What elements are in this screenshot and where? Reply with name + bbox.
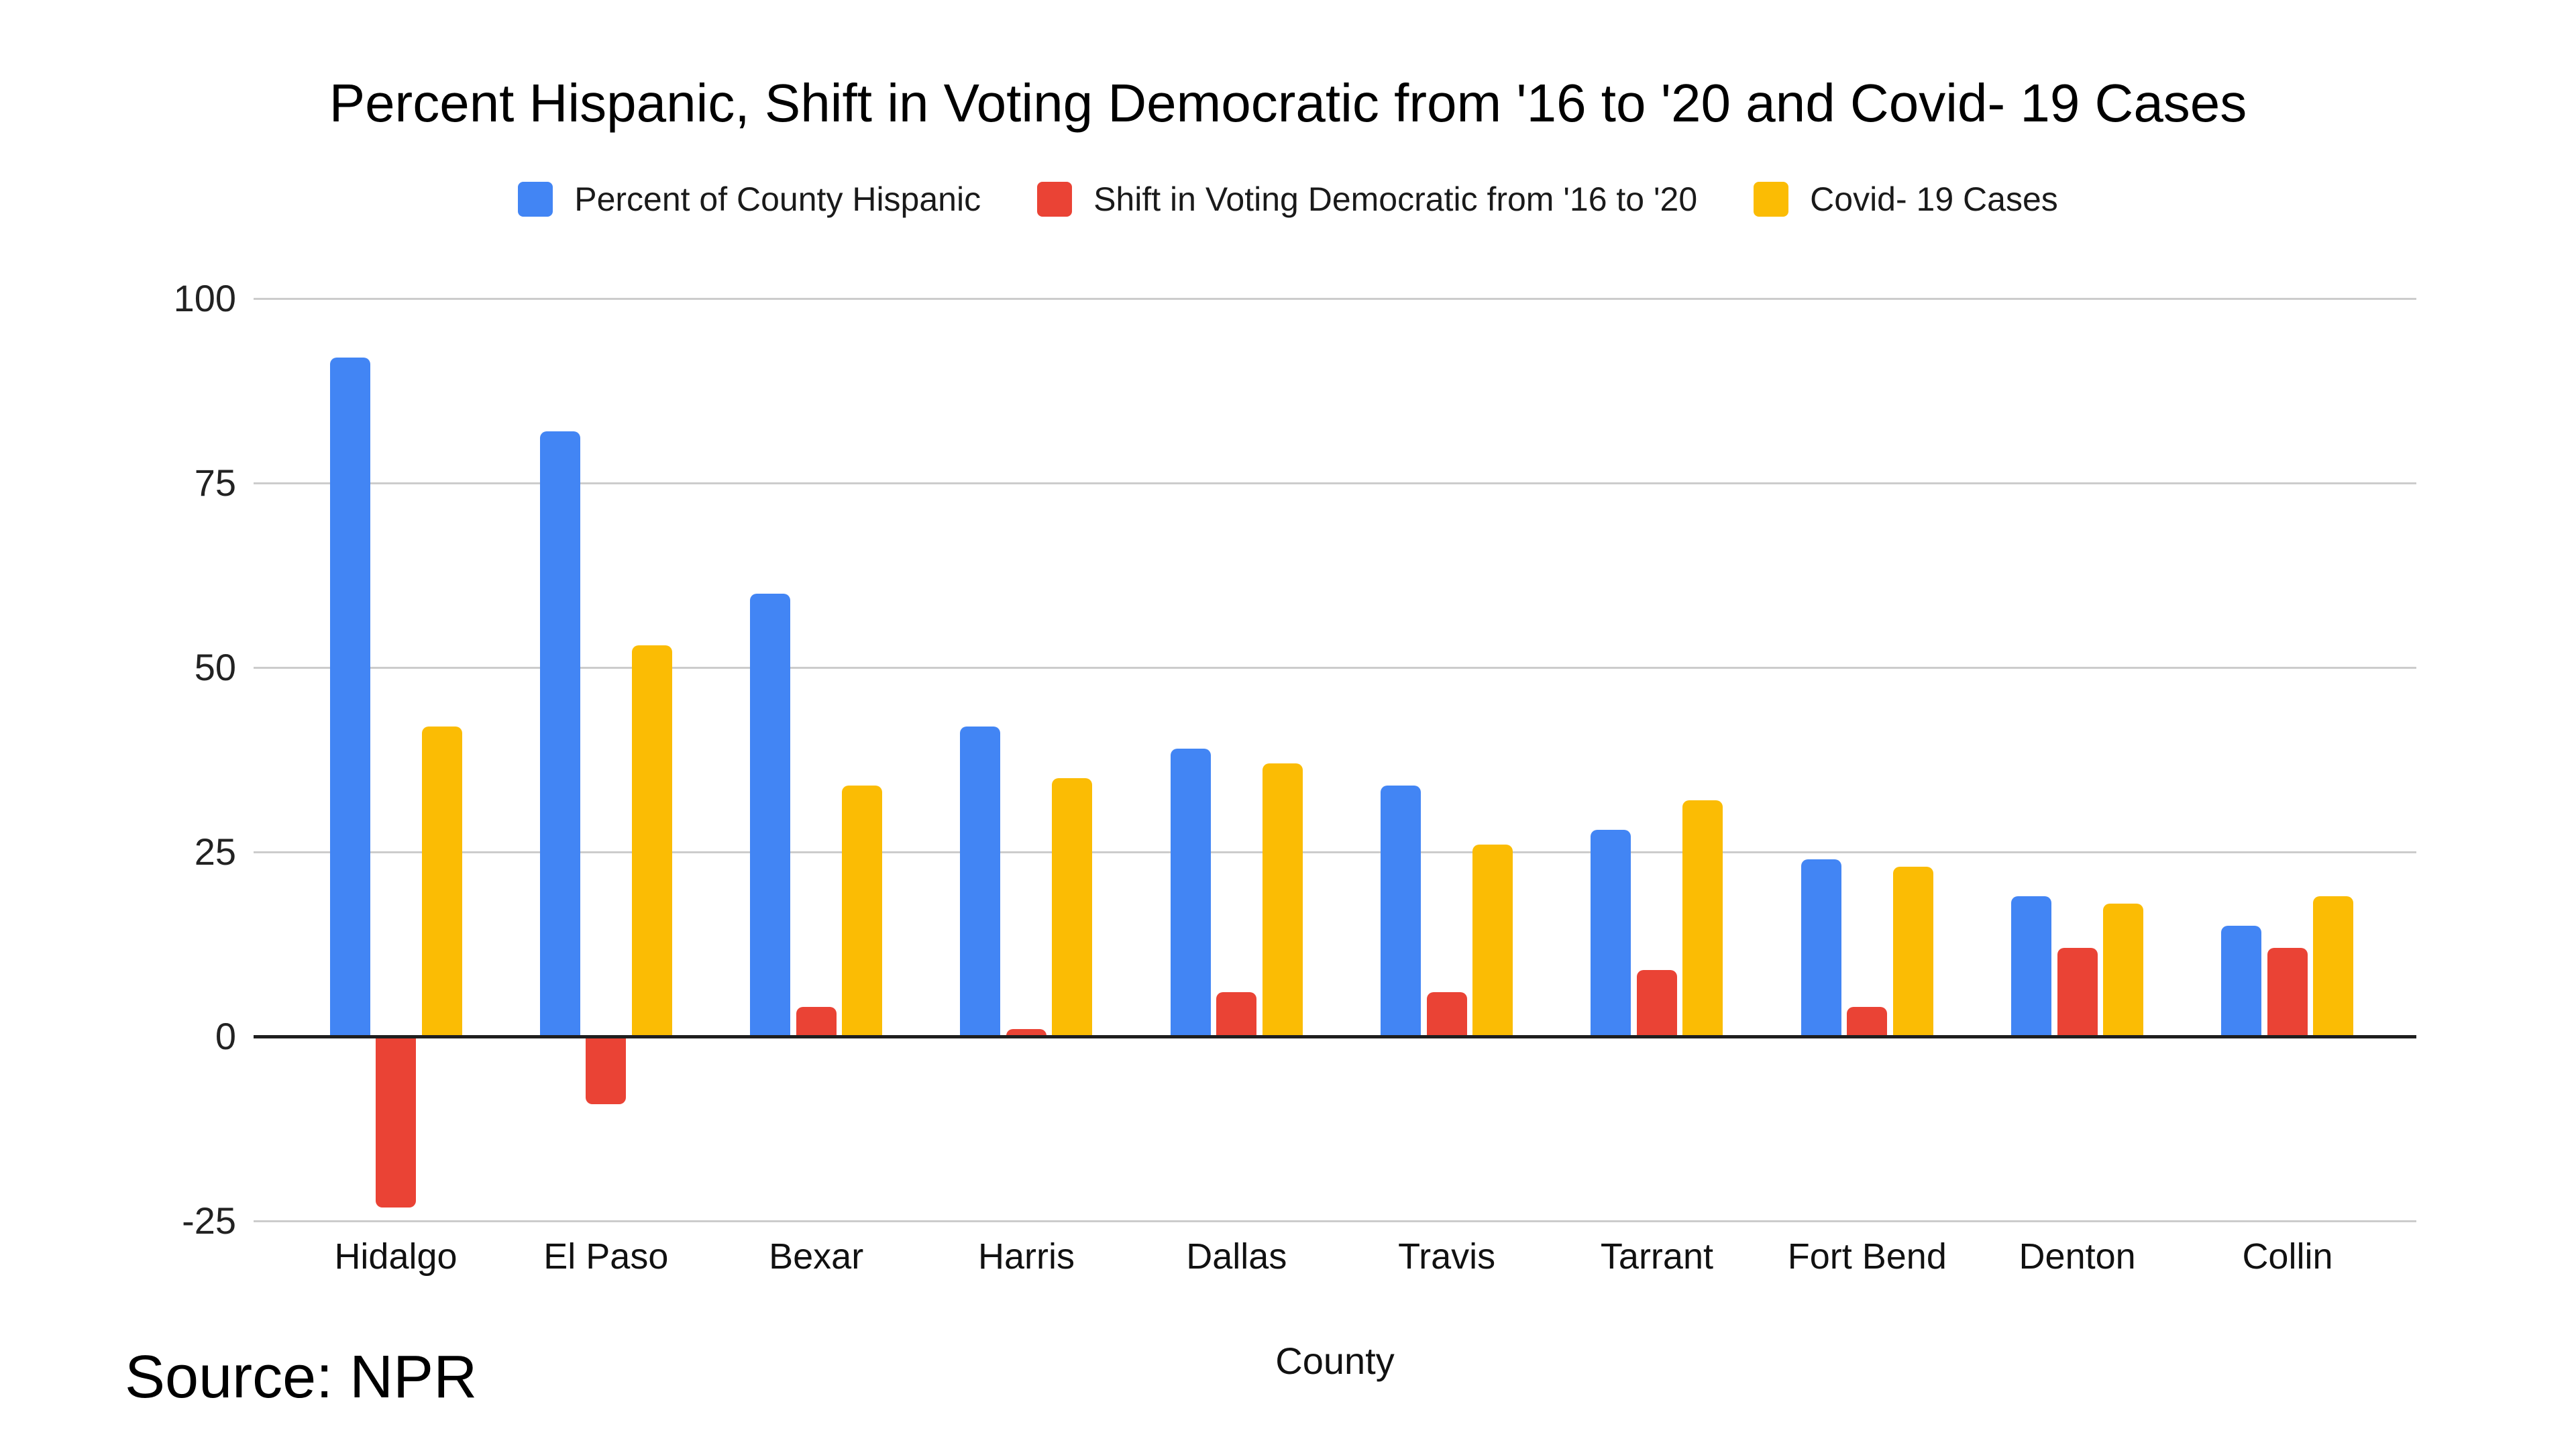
gridline-100	[254, 298, 2416, 300]
bar-denton-s2	[2103, 904, 2144, 1036]
bar-travis-s2	[1472, 845, 1513, 1036]
bar-tarrant-s2	[1682, 800, 1723, 1036]
bar-dallas-s2	[1262, 763, 1303, 1036]
y-axis-tick-label: 25	[194, 830, 236, 873]
bar-tarrant-s0	[1591, 830, 1631, 1036]
source-note: Source: NPR	[125, 1344, 478, 1411]
bar-fort-bend-s2	[1892, 867, 1933, 1036]
gridline-50	[254, 667, 2416, 669]
x-axis-category-label: Travis	[1398, 1236, 1496, 1277]
x-axis-category-label: Collin	[2242, 1236, 2333, 1277]
chart-title: Percent Hispanic, Shift in Voting Democr…	[329, 73, 2247, 133]
bar-travis-s1	[1426, 992, 1467, 1036]
legend-label: Percent of County Hispanic	[574, 180, 981, 218]
bar-tarrant-s1	[1636, 970, 1677, 1036]
y-axis-tick-label: 0	[215, 1015, 236, 1057]
bar-bexar-s1	[796, 1007, 837, 1036]
legend-item-2: Covid- 19 Cases	[1754, 180, 2058, 219]
gridline-75	[254, 482, 2416, 484]
legend-swatch-icon	[518, 182, 553, 217]
x-axis-category-label: Dallas	[1186, 1236, 1287, 1277]
x-axis-baseline	[254, 1035, 2416, 1038]
bar-dallas-s1	[1216, 992, 1257, 1036]
x-axis-category-label: El Paso	[543, 1236, 669, 1277]
x-axis-category-label: Bexar	[769, 1236, 864, 1277]
y-axis-tick-label: -25	[182, 1199, 236, 1242]
x-axis-category-label: Fort Bend	[1787, 1236, 1947, 1277]
y-axis-tick-label: 100	[173, 277, 236, 319]
x-axis-category-label: Denton	[2019, 1236, 2136, 1277]
gridline--25	[254, 1220, 2416, 1222]
bar-fort-bend-s1	[1847, 1007, 1888, 1036]
bar-collin-s0	[2221, 926, 2262, 1036]
bar-collin-s2	[2313, 896, 2354, 1036]
bar-hidalgo-s2	[421, 727, 462, 1036]
bar-el-paso-s2	[631, 645, 672, 1036]
legend-swatch-icon	[1037, 182, 1073, 217]
x-axis-category-label: Hidalgo	[334, 1236, 458, 1277]
bar-hidalgo-s0	[329, 358, 370, 1036]
bar-el-paso-s0	[539, 431, 580, 1036]
bar-denton-s0	[2011, 896, 2052, 1036]
bar-harris-s2	[1052, 778, 1093, 1036]
legend-label: Shift in Voting Democratic from '16 to '…	[1093, 180, 1698, 218]
bar-harris-s0	[960, 727, 1001, 1036]
legend-label: Covid- 19 Cases	[1810, 180, 2058, 218]
bar-fort-bend-s0	[1801, 859, 1841, 1036]
bar-bexar-s0	[750, 594, 791, 1036]
gridline-25	[254, 851, 2416, 853]
legend: Percent of County Hispanic Shift in Votin…	[0, 180, 2576, 219]
bar-bexar-s2	[842, 786, 883, 1036]
x-axis-title: County	[1275, 1340, 1395, 1382]
bar-el-paso-s1	[586, 1038, 627, 1104]
x-axis-category-label: Tarrant	[1600, 1236, 1713, 1277]
bar-travis-s0	[1381, 786, 1421, 1036]
x-axis-category-label: Harris	[977, 1236, 1075, 1277]
bar-hidalgo-s1	[376, 1038, 416, 1208]
bar-harris-s1	[1006, 1029, 1046, 1036]
legend-swatch-icon	[1754, 182, 1789, 217]
legend-item-0: Percent of County Hispanic	[518, 180, 981, 219]
bar-dallas-s0	[1170, 749, 1211, 1036]
bar-collin-s1	[2267, 948, 2308, 1036]
y-axis-tick-label: 75	[194, 462, 236, 504]
y-axis-tick-label: 50	[194, 646, 236, 688]
legend-item-1: Shift in Voting Democratic from '16 to '…	[1037, 180, 1697, 219]
bar-denton-s1	[2057, 948, 2098, 1036]
